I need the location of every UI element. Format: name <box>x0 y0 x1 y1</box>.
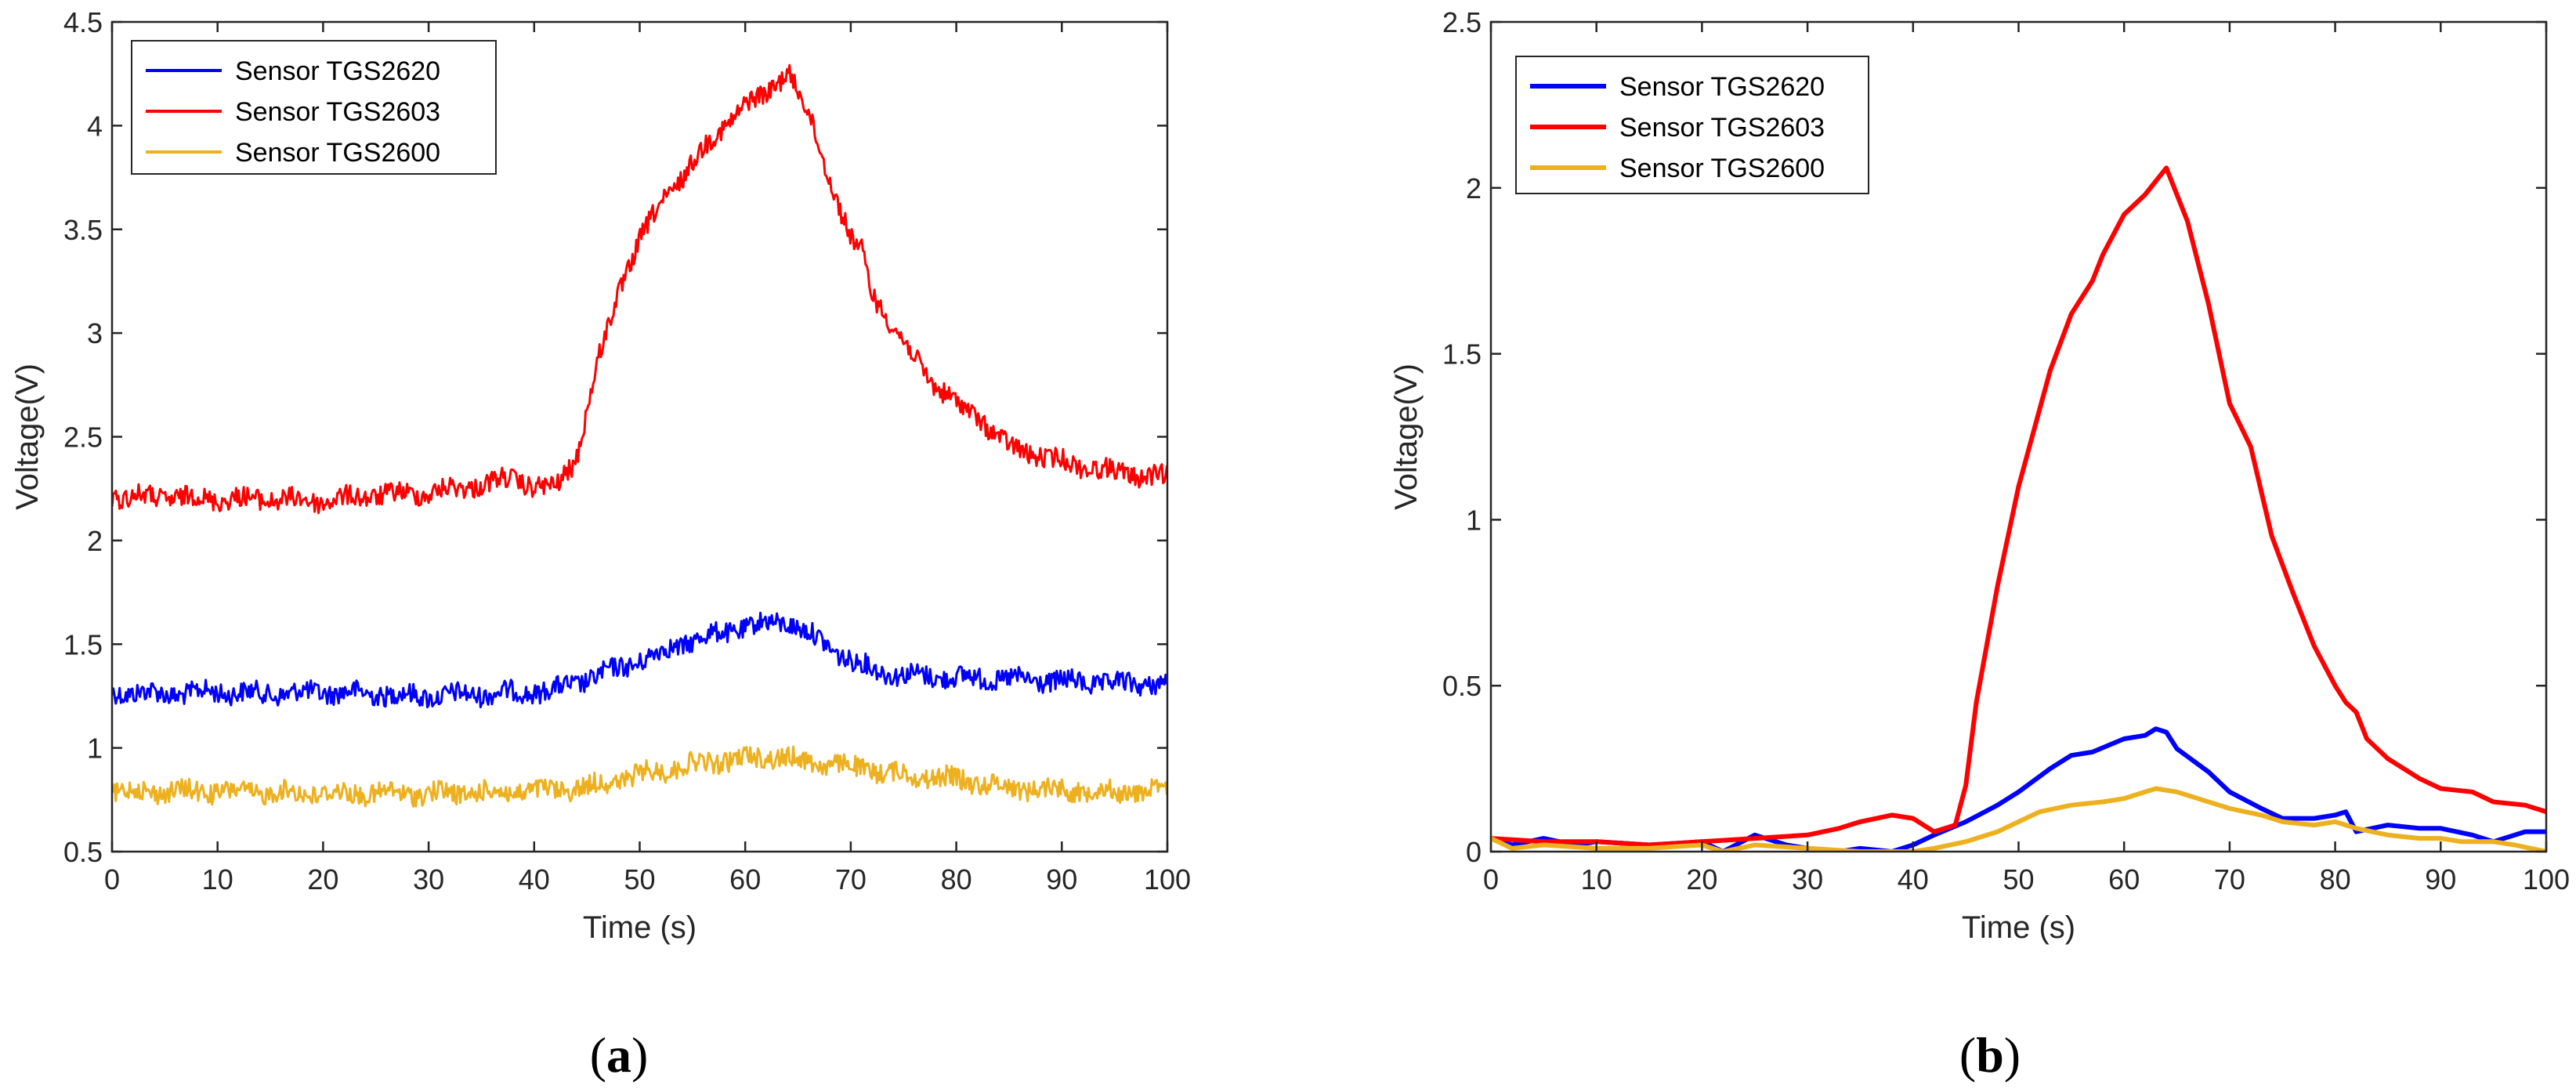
x-tick-label-a: 10 <box>202 863 233 895</box>
panel-b: 0 10 20 30 40 50 60 70 80 90 100 0 0.5 1 1.5 2 2.5 Time … <box>1389 6 2570 1083</box>
x-tick-label-b: 10 <box>1581 863 1612 895</box>
x-tick-label-a: 100 <box>1144 863 1191 895</box>
legend-entry-a-2: Sensor TGS2600 <box>235 138 440 168</box>
y-tick-label-a: 1 <box>87 733 103 765</box>
x-tick-label-a: 30 <box>413 863 444 895</box>
x-axis-label-b: Time (s) <box>1962 910 2075 945</box>
panel-label-b: (b) <box>1959 1027 2021 1083</box>
y-tick-label-b: 1.5 <box>1442 338 1482 371</box>
panel-label-a-open: ( <box>590 1027 606 1083</box>
x-tick-label-b: 20 <box>1686 863 1717 895</box>
legend-entry-a-0: Sensor TGS2620 <box>235 56 440 86</box>
y-tick-label-a: 1.5 <box>63 628 103 660</box>
x-tick-label-a: 50 <box>624 863 655 895</box>
panel-label-b-open: ( <box>1959 1027 1976 1083</box>
y-axis-label-a: Voltage(V) <box>10 364 45 510</box>
series-group-a <box>112 63 1167 808</box>
series-line-b-sensor-tgs2603 <box>1491 165 2546 848</box>
x-tick-label-a: 90 <box>1046 863 1077 895</box>
x-tick-label-a: 20 <box>307 863 338 895</box>
y-tick-label-b: 0.5 <box>1442 670 1482 702</box>
x-tick-label-a: 60 <box>729 863 761 895</box>
panel-label-b-letter: b <box>1976 1027 2004 1083</box>
y-tick-label-b: 2 <box>1466 172 1482 204</box>
y-tick-label-a: 4.5 <box>63 6 103 38</box>
plot-area-a: 0 10 20 30 40 50 60 70 80 90 100 0.5 1 1.5 2 2.5 3 3.5 4 4.… <box>63 6 1191 895</box>
series-line-a-sensor-tgs2600 <box>112 745 1167 808</box>
y-tick-label-a: 2.5 <box>63 421 103 454</box>
x-tick-label-a: 80 <box>941 863 972 895</box>
panel-label-a-letter: a <box>606 1027 631 1083</box>
legend-entry-b-2: Sensor TGS2600 <box>1619 154 1825 183</box>
x-tick-label-b: 70 <box>2214 863 2245 895</box>
legend-b: Sensor TGS2620 Sensor TGS2603 Sensor TGS26… <box>1515 56 1869 194</box>
legend-entry-b-1: Sensor TGS2603 <box>1619 113 1825 143</box>
x-tick-label-b: 100 <box>2523 863 2570 895</box>
legend-entry-a-1: Sensor TGS2603 <box>235 97 440 127</box>
y-axis-label-b: Voltage(V) <box>1389 364 1424 510</box>
x-tick-label-a: 70 <box>835 863 867 895</box>
panel-label-b-close: ) <box>2004 1027 2021 1083</box>
x-tick-label-a: 0 <box>104 863 120 895</box>
x-tick-label-b: 40 <box>1898 863 1929 895</box>
y-tick-label-b: 2.5 <box>1442 6 1482 38</box>
y-tick-label-a: 4 <box>87 110 103 142</box>
x-axis-label-a: Time (s) <box>583 910 696 945</box>
panel-a: 0 10 20 30 40 50 60 70 80 90 100 0.5 1 1.5 2 2.5 3 3.5 4 4.… <box>10 6 1191 1083</box>
y-tick-label-b: 0 <box>1466 836 1482 868</box>
x-tick-label-b: 50 <box>2003 863 2034 895</box>
y-tick-label-b: 1 <box>1466 504 1482 536</box>
y-tick-label-a: 0.5 <box>63 836 103 868</box>
panel-label-a-close: ) <box>631 1027 648 1083</box>
series-line-a-sensor-tgs2620 <box>112 611 1167 709</box>
x-tick-label-b: 80 <box>2320 863 2351 895</box>
x-tick-label-a: 40 <box>519 863 550 895</box>
series-line-a-sensor-tgs2603 <box>112 63 1167 515</box>
series-line-b-sensor-tgs2600 <box>1491 786 2546 852</box>
x-tick-label-b: 90 <box>2425 863 2456 895</box>
x-tick-label-b: 30 <box>1792 863 1823 895</box>
panel-label-a: (a) <box>590 1027 649 1083</box>
plot-area-b: 0 10 20 30 40 50 60 70 80 90 100 0 0.5 1 1.5 2 2.5 <box>1442 6 2570 895</box>
y-tick-label-a: 3.5 <box>63 214 103 246</box>
y-tick-label-a: 3 <box>87 317 103 349</box>
legend-a: Sensor TGS2620 Sensor TGS2603 Sensor TGS26… <box>131 40 497 175</box>
series-group-b <box>1491 165 2546 852</box>
x-tick-label-b: 0 <box>1483 863 1499 895</box>
x-tick-label-b: 60 <box>2108 863 2140 895</box>
legend-entry-b-0: Sensor TGS2620 <box>1619 72 1825 102</box>
y-tick-label-a: 2 <box>87 525 103 557</box>
